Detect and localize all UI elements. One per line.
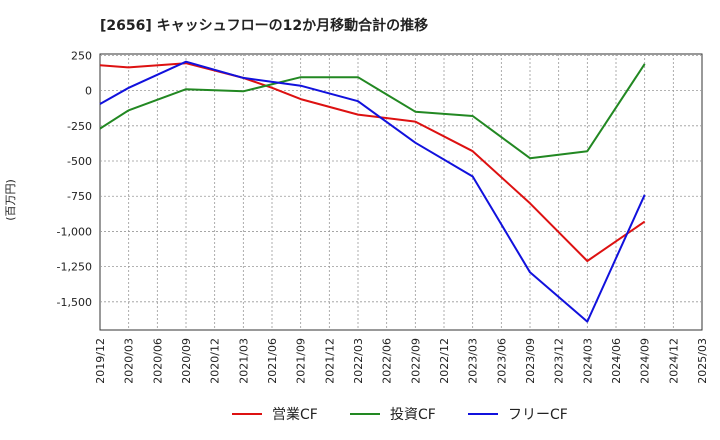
series-line xyxy=(99,62,646,262)
x-tick-label: 2022/06 xyxy=(381,338,394,384)
x-tick-label: 2022/12 xyxy=(438,338,451,384)
series-line xyxy=(99,63,646,160)
x-tick-label: 2024/03 xyxy=(581,338,594,384)
x-tick-label: 2024/09 xyxy=(639,338,652,384)
legend: 営業CF 投資CF フリーCF xyxy=(232,407,568,423)
x-tick-label: 2023/06 xyxy=(495,338,508,384)
x-tick-label: 2020/12 xyxy=(209,338,222,384)
x-tick-label: 2021/06 xyxy=(266,338,279,384)
legend-label: 営業CF xyxy=(272,407,318,423)
chart-title: [2656] キャッシュフローの12か月移動合計の推移 xyxy=(100,17,428,34)
y-axis-ticks: 250 0 -250 -500 -750 -1,000 -1,250 -1,500 xyxy=(57,49,92,308)
series-lines xyxy=(99,60,646,323)
x-tick-label: 2020/03 xyxy=(123,338,136,384)
x-tick-label: 2022/09 xyxy=(409,338,422,384)
y-tick-label: 250 xyxy=(71,49,92,62)
legend-label: 投資CF xyxy=(390,407,436,423)
x-tick-label: 2024/06 xyxy=(610,338,623,384)
series-line xyxy=(99,60,646,323)
x-tick-label: 2020/09 xyxy=(180,338,193,384)
y-tick-label: -750 xyxy=(67,190,92,203)
y-tick-label: -1,500 xyxy=(57,296,92,309)
x-tick-label: 2021/09 xyxy=(295,338,308,384)
y-tick-label: -1,250 xyxy=(57,261,92,274)
x-tick-label: 2023/09 xyxy=(524,338,537,384)
plot-area xyxy=(99,53,703,331)
legend-label: フリーCF xyxy=(508,407,568,423)
x-tick-label: 2019/12 xyxy=(94,338,107,384)
x-tick-label: 2021/12 xyxy=(323,338,336,384)
x-tick-label: 2022/03 xyxy=(352,338,365,384)
x-tick-label: 2021/03 xyxy=(237,338,250,384)
x-tick-label: 2024/12 xyxy=(667,338,680,384)
x-tick-label: 2025/03 xyxy=(696,338,709,384)
y-tick-label: -250 xyxy=(67,120,92,133)
y-tick-label: -500 xyxy=(67,155,92,168)
y-tick-label: -1,000 xyxy=(57,225,92,238)
y-axis-label: (百万円) xyxy=(4,179,17,221)
x-axis-ticks: 2019/12 2020/03 2020/06 2020/09 2020/12 2021/… xyxy=(94,338,709,384)
y-tick-label: 0 xyxy=(85,85,92,98)
x-tick-label: 2020/06 xyxy=(151,338,164,384)
x-tick-label: 2023/12 xyxy=(553,338,566,384)
x-tick-label: 2023/03 xyxy=(467,338,480,384)
grid-lines xyxy=(100,54,702,330)
